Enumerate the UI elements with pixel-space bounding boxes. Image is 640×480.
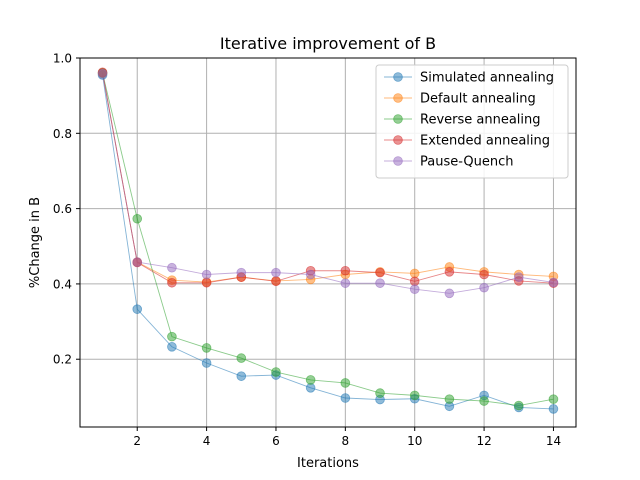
data-point-reverse-annealing bbox=[444, 394, 455, 404]
data-point-reverse-annealing bbox=[340, 378, 351, 388]
y-tick-label: 0.2 bbox=[53, 353, 72, 367]
data-point-default-annealing bbox=[409, 268, 420, 279]
data-point-pause-quench bbox=[132, 257, 143, 267]
data-point-extended-annealing bbox=[409, 276, 420, 287]
y-tick-label: 0.4 bbox=[53, 277, 72, 291]
data-point-extended-annealing bbox=[340, 265, 351, 276]
data-point-pause-quench bbox=[444, 288, 455, 299]
data-point-reverse-annealing bbox=[513, 400, 524, 411]
x-tick-label: 12 bbox=[476, 434, 491, 448]
data-point-reverse-annealing bbox=[236, 353, 247, 363]
plot-frame bbox=[79, 57, 577, 428]
legend-label-pause-quench: Pause-Quench bbox=[420, 155, 514, 170]
data-point-simulated-annealing bbox=[132, 304, 143, 314]
y-tick-label: 0.6 bbox=[53, 202, 72, 216]
data-point-reverse-annealing bbox=[132, 213, 143, 224]
data-point-reverse-annealing bbox=[479, 396, 489, 406]
legend-marker-pause-quench bbox=[393, 156, 403, 166]
legend-label-simulated-annealing: Simulated annealing bbox=[420, 71, 554, 86]
legend-box bbox=[375, 64, 569, 179]
data-point-extended-annealing bbox=[271, 276, 281, 287]
data-point-extended-annealing bbox=[167, 277, 177, 288]
data-point-extended-annealing bbox=[375, 267, 385, 278]
data-point-extended-annealing bbox=[479, 269, 489, 280]
data-point-extended-annealing bbox=[444, 267, 455, 277]
legend-marker-default-annealing bbox=[393, 93, 403, 103]
x-tick-label: 2 bbox=[133, 434, 141, 448]
series-line-default-annealing bbox=[102, 72, 554, 283]
data-point-pause-quench bbox=[479, 282, 489, 293]
x-tick-label: 6 bbox=[272, 434, 280, 448]
y-axis-label: %Change in B bbox=[28, 197, 43, 288]
data-point-pause-quench bbox=[201, 269, 212, 280]
series-line-reverse-annealing bbox=[102, 72, 554, 406]
data-point-simulated-annealing bbox=[201, 358, 212, 368]
data-point-simulated-annealing bbox=[305, 383, 316, 393]
data-point-reverse-annealing bbox=[548, 394, 559, 404]
data-point-simulated-annealing bbox=[548, 404, 559, 414]
series-line-extended-annealing bbox=[102, 72, 554, 284]
data-point-pause-quench bbox=[167, 262, 177, 273]
legend-marker-reverse-annealing bbox=[393, 114, 403, 124]
data-point-simulated-annealing bbox=[340, 393, 351, 403]
data-point-simulated-annealing bbox=[236, 371, 247, 381]
legend-label-default-annealing: Default annealing bbox=[420, 92, 536, 107]
chart-title: Iterative improvement of B bbox=[220, 34, 436, 53]
x-tick-label: 4 bbox=[203, 434, 211, 448]
y-axis-ticks: 0.2 0.4 0.6 0.8 1.0 bbox=[53, 52, 80, 367]
data-point-reverse-annealing bbox=[375, 388, 385, 398]
legend-label-reverse-annealing: Reverse annealing bbox=[420, 113, 541, 128]
x-axis-label: Iterations bbox=[297, 456, 359, 471]
y-tick-label: 1.0 bbox=[53, 52, 72, 66]
data-point-simulated-annealing bbox=[167, 341, 177, 352]
data-point-extended-annealing bbox=[201, 277, 212, 288]
x-tick-label: 10 bbox=[407, 434, 422, 448]
legend-marker-extended-annealing bbox=[393, 135, 403, 145]
data-point-reverse-annealing bbox=[271, 367, 281, 377]
y-tick-label: 0.8 bbox=[53, 127, 72, 141]
data-point-pause-quench bbox=[409, 284, 420, 294]
series-lines bbox=[102, 72, 554, 410]
data-point-pause-quench bbox=[513, 272, 524, 282]
data-point-reverse-annealing bbox=[167, 331, 177, 342]
series-line-pause-quench bbox=[102, 73, 554, 294]
x-tick-label: 8 bbox=[342, 434, 350, 448]
data-point-pause-quench bbox=[375, 278, 385, 288]
data-point-pause-quench bbox=[305, 269, 316, 280]
x-axis-ticks: 2 4 6 8 10 12 14 bbox=[133, 427, 561, 448]
legend: Simulated annealing Default annealing Reve… bbox=[375, 64, 569, 179]
legend-label-extended-annealing: Extended annealing bbox=[420, 134, 550, 149]
data-point-reverse-annealing bbox=[409, 390, 420, 401]
data-point-pause-quench bbox=[340, 278, 351, 288]
x-tick-label: 14 bbox=[546, 434, 561, 448]
data-point-pause-quench bbox=[271, 267, 281, 278]
legend-marker-simulated-annealing bbox=[393, 72, 403, 82]
series-points bbox=[97, 67, 559, 414]
series-line-simulated-annealing bbox=[102, 74, 554, 410]
data-point-reverse-annealing bbox=[201, 343, 212, 353]
data-point-pause-quench bbox=[548, 277, 559, 288]
data-point-pause-quench bbox=[236, 267, 247, 278]
data-point-reverse-annealing bbox=[305, 375, 316, 385]
data-point-pause-quench bbox=[97, 69, 108, 79]
